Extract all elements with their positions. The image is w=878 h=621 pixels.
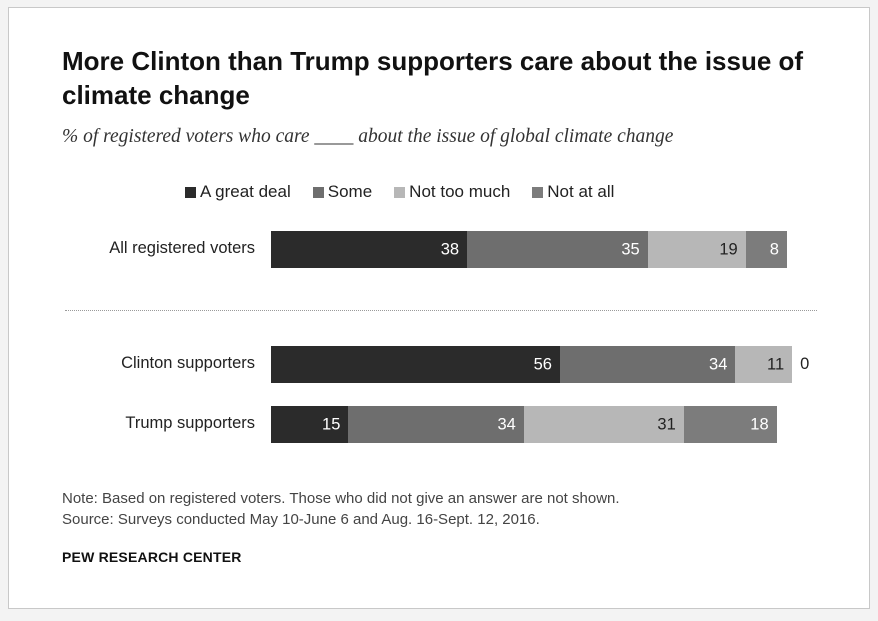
bar-segment-trump-supporters-some: 34 xyxy=(348,406,524,443)
bar-row-all-registered-voters: 38 35 19 8 xyxy=(271,231,787,268)
row-label-clinton-supporters: Clinton supporters xyxy=(121,354,255,372)
legend: A great deal Some Not too much Not at al… xyxy=(185,182,614,202)
bar-segment-all-registered-voters-not-at-all: 8 xyxy=(745,231,787,268)
bar-segment-all-registered-voters-not-too-much: 19 xyxy=(647,231,746,268)
bar-segment-clinton-supporters-not-too-much: 11 xyxy=(735,346,793,383)
legend-label-not-too-much: Not too much xyxy=(409,182,511,201)
value-label-clinton-supporters-0: 56 xyxy=(533,355,552,373)
legend-label-some: Some xyxy=(327,182,373,201)
value-label-all-registered-voters-0: 38 xyxy=(440,240,460,258)
chart-title: More Clinton than Trump supporters care … xyxy=(62,46,804,110)
value-label-clinton-supporters-2: 11 xyxy=(767,355,785,373)
row-label-all-registered-voters: All registered voters xyxy=(109,239,255,257)
value-label-trump-supporters-1: 34 xyxy=(497,415,516,433)
row-label-trump-supporters: Trump supporters xyxy=(125,414,255,432)
chart-card: More Clinton than Trump supporters care … xyxy=(8,7,870,609)
value-label-clinton-supporters-1: 34 xyxy=(709,355,728,373)
bar-segment-clinton-supporters-some: 34 xyxy=(559,346,736,383)
legend-swatch-not-too-much xyxy=(394,186,406,198)
legend-item-not-too-much: Not too much xyxy=(394,182,510,202)
source-text: Source: Surveys conducted May 10-June 6 … xyxy=(62,511,540,528)
chart-subtitle: % of registered voters who care ____ abo… xyxy=(62,126,674,147)
bar-segment-trump-supporters-not-at-all: 18 xyxy=(683,406,777,443)
value-label-clinton-supporters-3: 0 xyxy=(800,355,810,373)
bar-segment-trump-supporters-not-too-much: 31 xyxy=(523,406,684,443)
chart-note: Note: Based on registered voters. Those … xyxy=(62,488,852,530)
legend-swatch-great-deal xyxy=(185,186,196,198)
source-org: PEW RESEARCH CENTER xyxy=(62,549,242,565)
value-label-trump-supporters-3: 18 xyxy=(750,415,769,433)
group-divider xyxy=(65,310,817,311)
legend-swatch-not-at-all xyxy=(532,186,544,198)
value-label-all-registered-voters-2: 19 xyxy=(719,240,738,258)
value-label-trump-supporters-2: 31 xyxy=(657,415,676,433)
legend-item-great-deal: A great deal xyxy=(185,182,291,202)
bar-segment-all-registered-voters-a-great-deal: 38 xyxy=(271,231,468,268)
bar-segment-all-registered-voters-some: 35 xyxy=(467,231,648,268)
value-label-all-registered-voters-1: 35 xyxy=(621,240,640,258)
bar-row-clinton-supporters: 56 34 11 xyxy=(271,346,793,383)
value-label-all-registered-voters-3: 8 xyxy=(769,240,779,258)
bar-segment-clinton-supporters-a-great-deal: 56 xyxy=(271,346,560,383)
legend-item-some: Some xyxy=(312,182,373,202)
legend-label-great-deal: A great deal xyxy=(200,182,291,201)
legend-swatch-some xyxy=(312,186,324,198)
legend-item-not-at-all: Not at all xyxy=(532,182,614,202)
bar-row-trump-supporters: 15 34 31 18 xyxy=(271,406,777,443)
legend-label-not-at-all: Not at all xyxy=(547,182,615,201)
bar-segment-trump-supporters-a-great-deal: 15 xyxy=(271,406,349,443)
note-text: Note: Based on registered voters. Those … xyxy=(62,490,620,507)
value-label-trump-supporters-0: 15 xyxy=(322,415,341,433)
